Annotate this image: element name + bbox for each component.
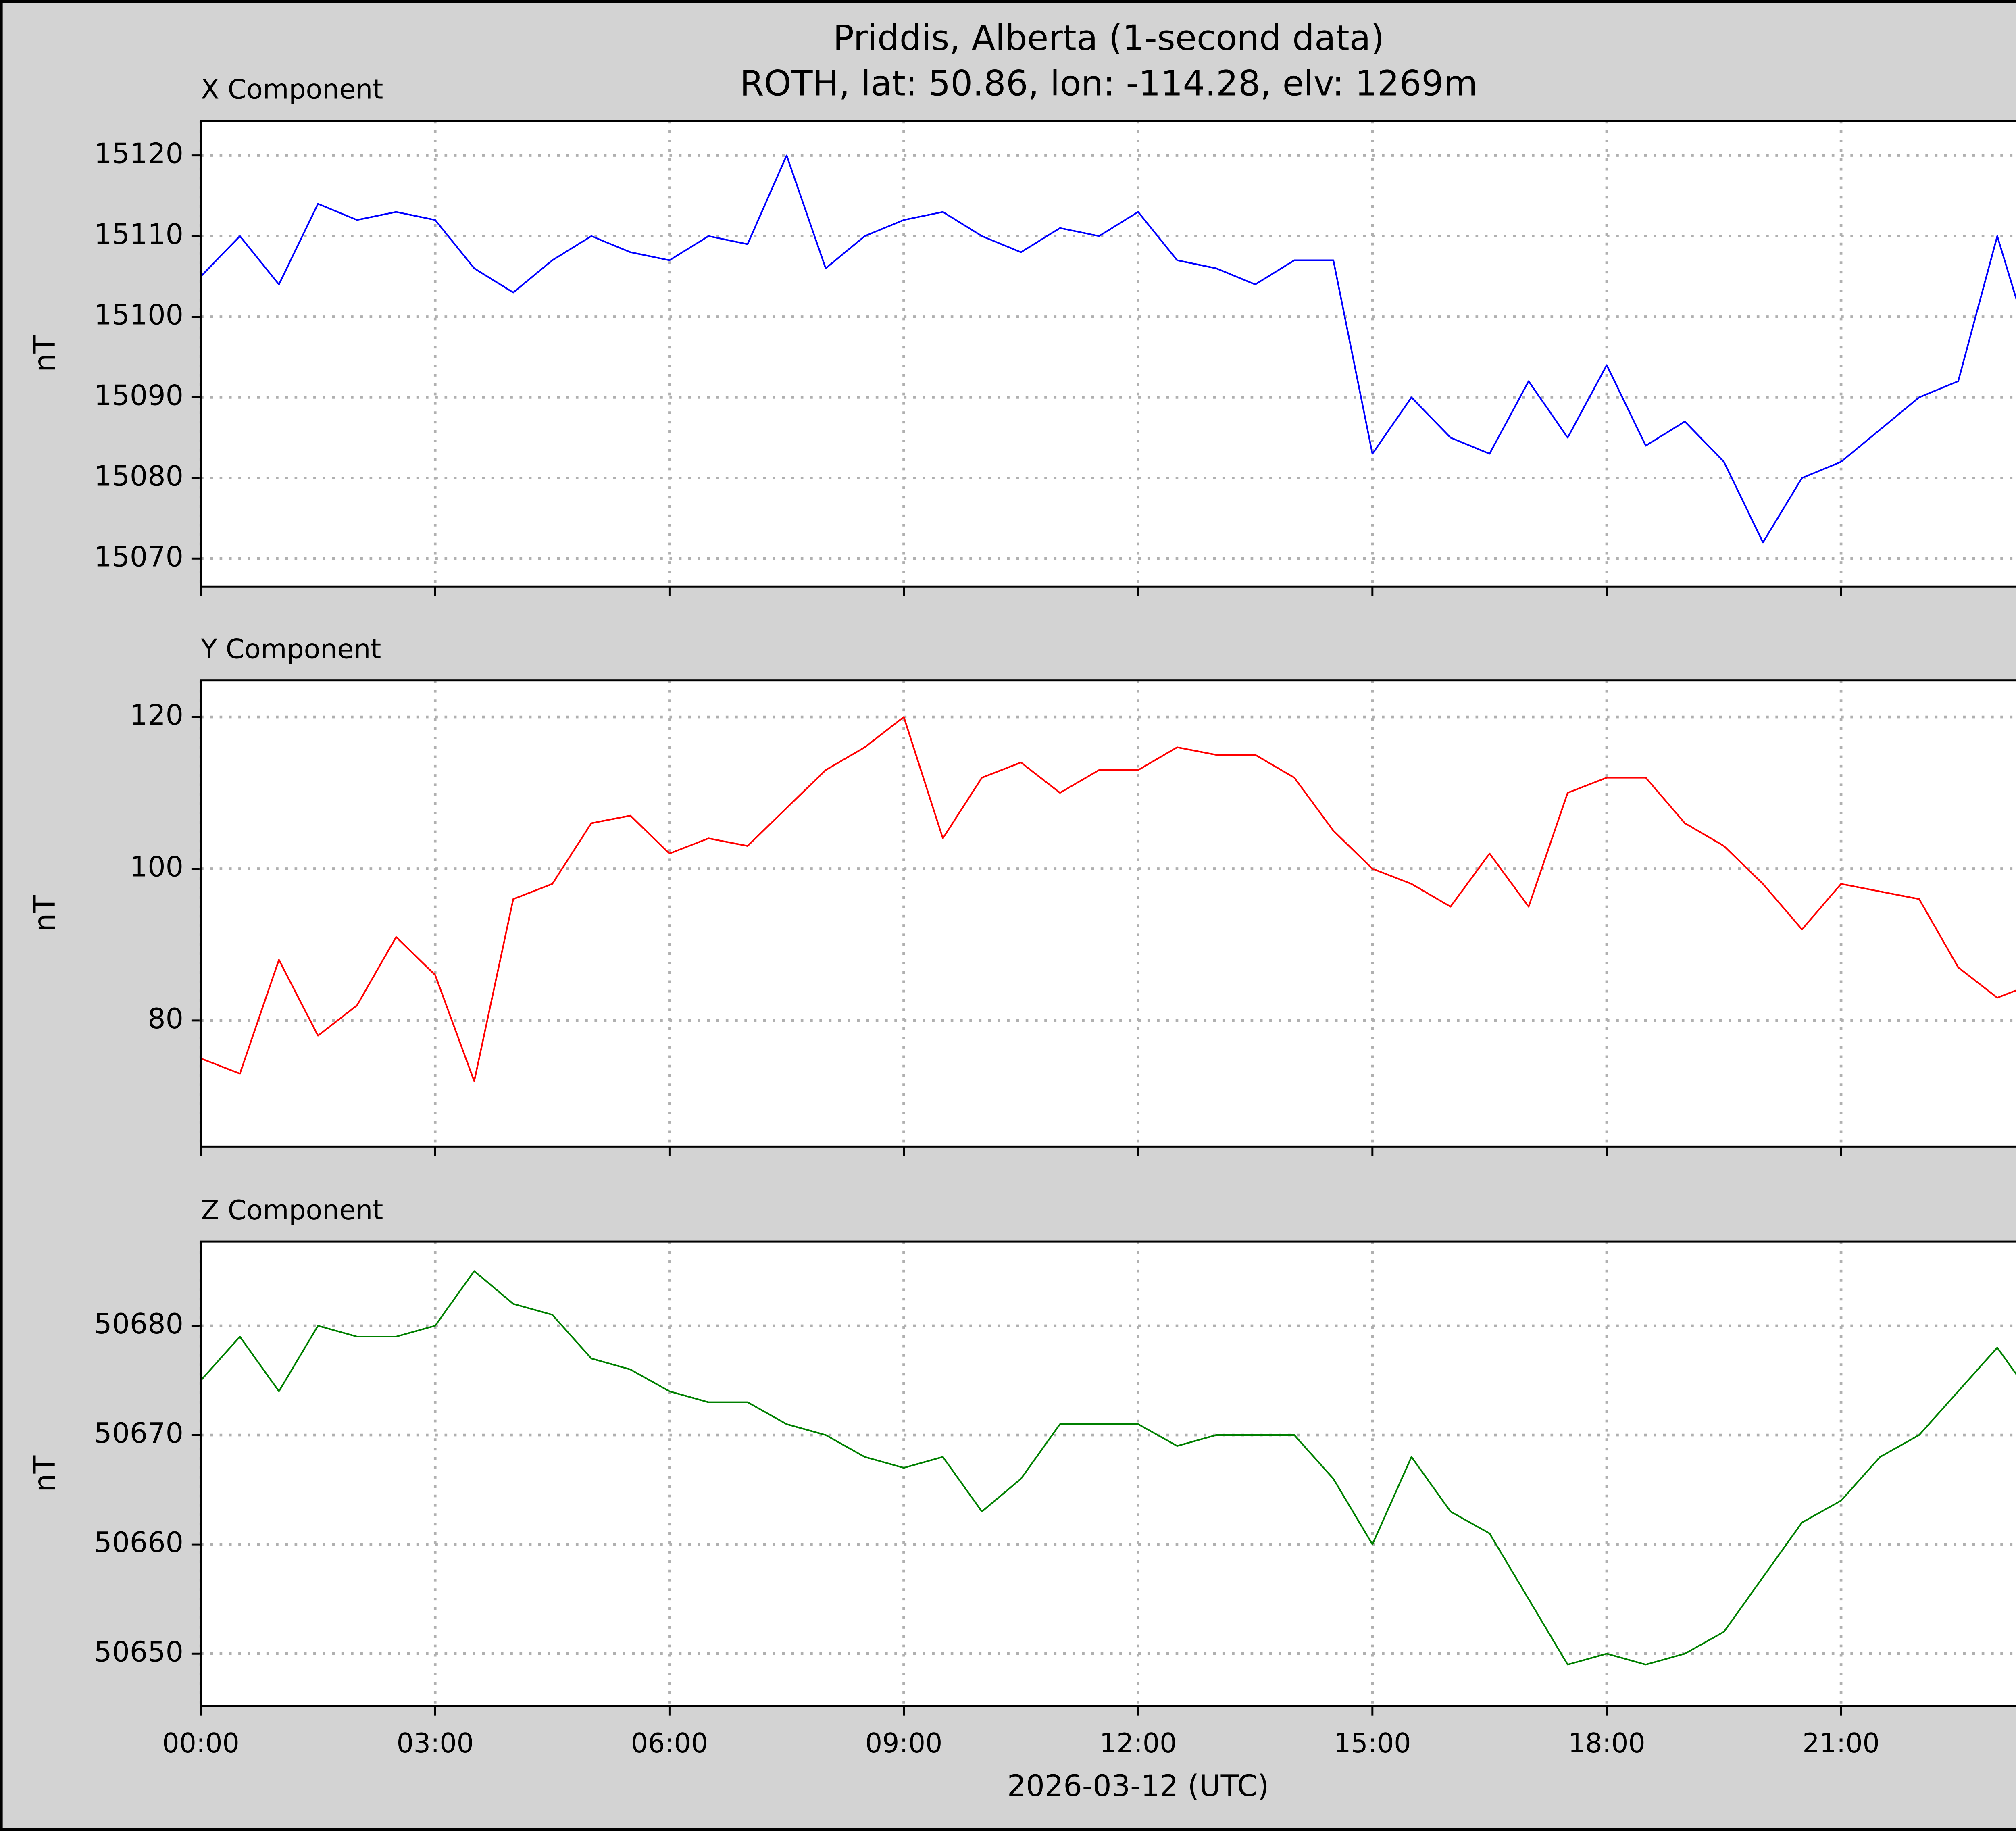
x-tick-label: 09:00: [865, 1727, 942, 1759]
y-tick-label: 15100: [94, 298, 183, 331]
x-tick-label: 03:00: [397, 1727, 474, 1759]
y-tick-label: 15110: [94, 218, 183, 251]
data-line: [200, 154, 2016, 544]
panel-title: Y Component: [200, 633, 381, 665]
x-tick-label: 06:00: [631, 1727, 708, 1759]
panel-title: Z Component: [201, 1194, 383, 1226]
y-axis-label: nT: [28, 895, 62, 932]
figure-subtitle: ROTH, lat: 50.86, lon: -114.28, elv: 126…: [740, 64, 1478, 104]
y-axis-label: nT: [28, 335, 62, 372]
plot-area: [201, 121, 2016, 587]
plot-frame: [200, 1240, 2016, 1707]
plot-area: [201, 1241, 2016, 1706]
figure-title: Priddis, Alberta (1-second data): [833, 18, 1384, 58]
x-axis-label: 2026-03-12 (UTC): [1007, 1769, 1269, 1803]
plot-area: [201, 680, 2016, 1147]
y-tick-label: 50650: [94, 1635, 183, 1668]
y-tick-label: 120: [130, 699, 183, 731]
y-axis-label: nT: [28, 1455, 62, 1492]
y-tick-label: 50680: [94, 1308, 183, 1340]
plot-frame: [200, 120, 2016, 588]
x-tick-label: 12:00: [1100, 1727, 1177, 1759]
data-line: [200, 1270, 2016, 1666]
y-tick-label: 80: [148, 1002, 183, 1035]
plot-frame: [200, 679, 2016, 1148]
y-tick-label: 15080: [94, 460, 183, 492]
x-tick-label: 21:00: [1802, 1727, 1879, 1759]
data-line: [200, 716, 2016, 1082]
y-tick-label: 50660: [94, 1526, 183, 1559]
panel-title: X Component: [201, 74, 383, 105]
x-tick-label: 00:00: [162, 1727, 239, 1759]
x-tick-label: 15:00: [1334, 1727, 1411, 1759]
y-tick-label: 15070: [94, 540, 183, 573]
y-tick-label: 50670: [94, 1417, 183, 1450]
y-tick-label: 15120: [94, 137, 183, 170]
y-tick-label: 100: [130, 851, 183, 883]
x-tick-label: 18:00: [1568, 1727, 1645, 1759]
y-tick-label: 15090: [94, 379, 183, 412]
